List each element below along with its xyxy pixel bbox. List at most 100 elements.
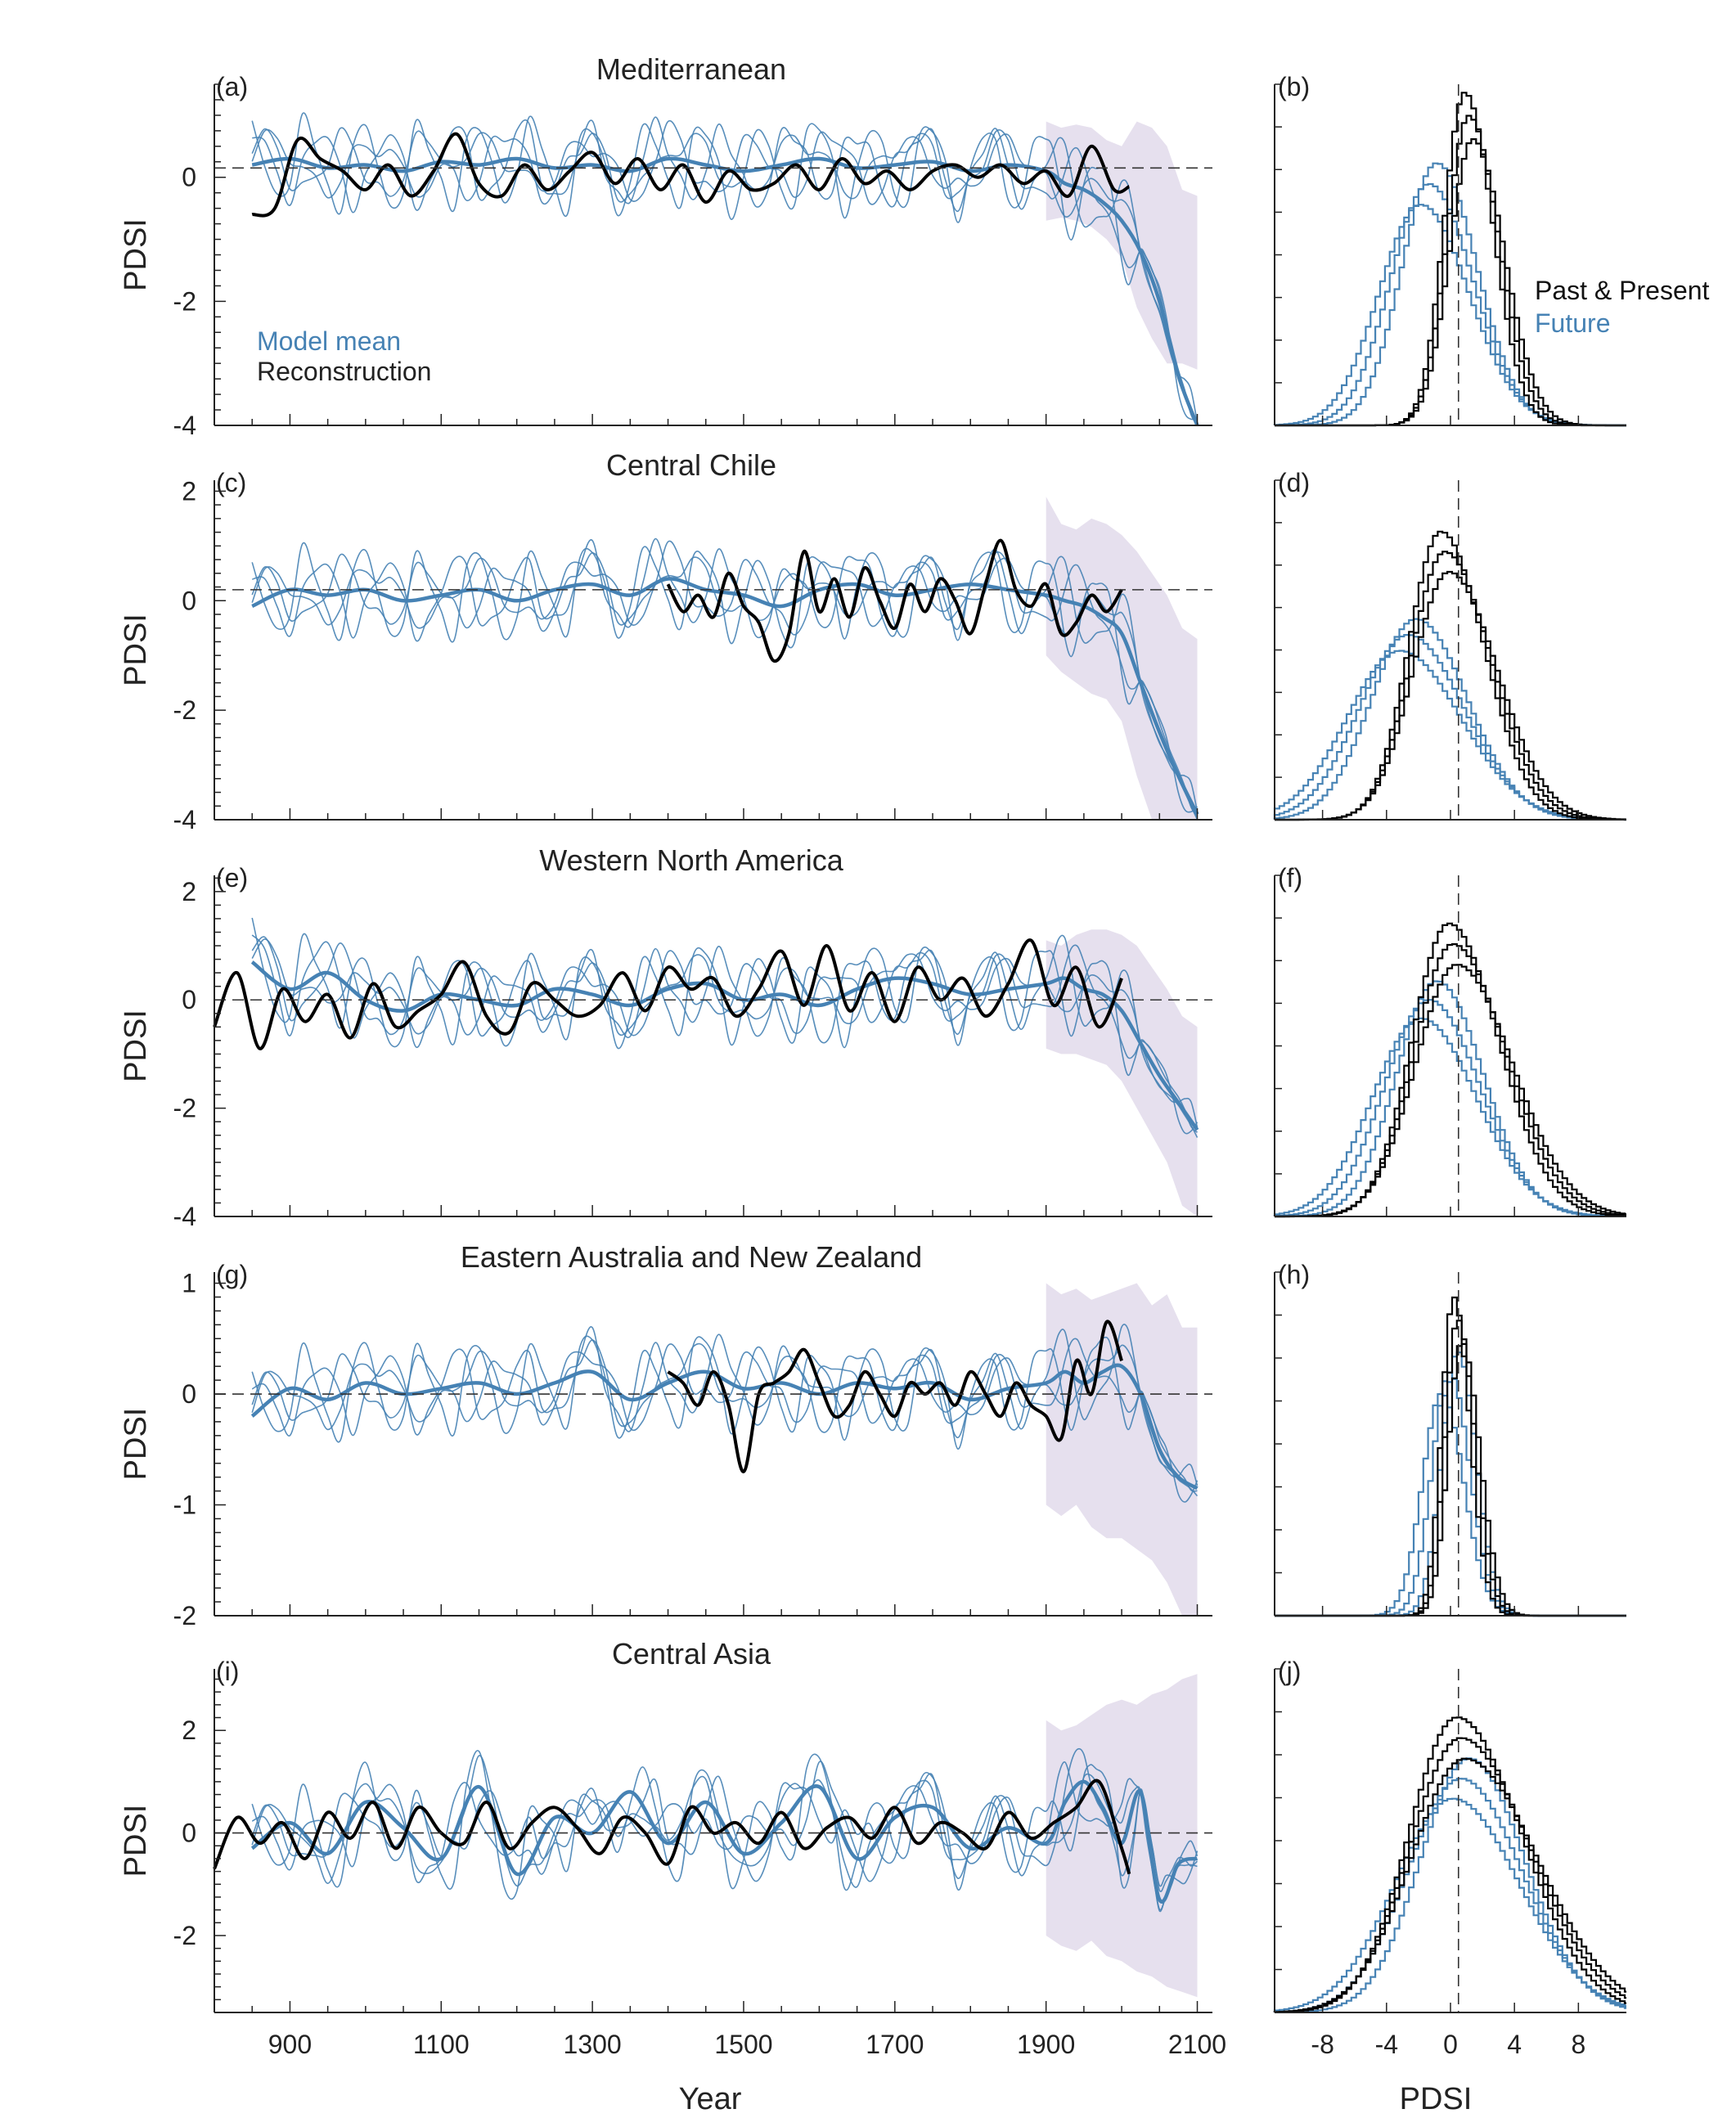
y-tick-label-3: -4 bbox=[173, 1202, 196, 1231]
hist-past-1-2 bbox=[1275, 115, 1626, 427]
hist-past-3-3 bbox=[1275, 964, 1626, 1218]
model-member-2-2 bbox=[251, 540, 1199, 817]
y-axis-label-1: PDSI bbox=[119, 218, 153, 291]
panel-label-4: (g) bbox=[216, 1260, 248, 1289]
reconstruction-line-4 bbox=[667, 1320, 1123, 1473]
model-mean-line-4 bbox=[250, 1363, 1199, 1491]
y-tick-label-4: -2 bbox=[173, 1601, 196, 1630]
legend-past-present: Past & Present bbox=[1535, 276, 1710, 305]
y-tick-label-1: -2 bbox=[173, 286, 196, 316]
panel-title-4: Eastern Australia and New Zealand bbox=[461, 1240, 922, 1274]
model-member-4-3 bbox=[251, 1324, 1199, 1486]
panel-title-5: Central Asia bbox=[612, 1637, 771, 1671]
hist-future-3-3 bbox=[1273, 980, 1626, 1217]
hist-future-3-1 bbox=[1273, 1017, 1626, 1217]
hist-x-tick-label: -8 bbox=[1311, 2030, 1333, 2059]
model-member-3-3 bbox=[251, 934, 1199, 1128]
hist-future-5-1 bbox=[1273, 1797, 1626, 2012]
model-member-5-3 bbox=[251, 1761, 1199, 1911]
y-tick-label-2: -2 bbox=[173, 695, 196, 725]
spread-band-4 bbox=[1046, 1283, 1198, 1616]
model-member-3-4 bbox=[251, 917, 1199, 1135]
model-member-1-2 bbox=[251, 119, 1199, 426]
hist-panel-label-5: (j) bbox=[1278, 1657, 1301, 1686]
hist-x-tick-label: 4 bbox=[1507, 2030, 1522, 2059]
y-axis-label-3: PDSI bbox=[119, 1010, 153, 1082]
y-tick-label-5: -2 bbox=[173, 1921, 196, 1950]
hist-x-tick-label: 8 bbox=[1571, 2030, 1585, 2059]
model-member-5-4 bbox=[251, 1750, 1199, 1900]
hist-panel-label-2: (d) bbox=[1278, 468, 1310, 497]
x-tick-label: 1900 bbox=[1017, 2030, 1075, 2059]
y-tick-label-3: 2 bbox=[182, 877, 196, 906]
hist-past-2-2 bbox=[1275, 551, 1626, 821]
x-tick-label: 1500 bbox=[714, 2030, 772, 2059]
model-mean-line-5 bbox=[250, 1779, 1199, 1904]
hist-past-3-2 bbox=[1275, 943, 1626, 1218]
y-tick-label-5: 0 bbox=[182, 1819, 196, 1848]
spread-band-3 bbox=[1046, 929, 1198, 1216]
hist-past-5-1 bbox=[1273, 1716, 1626, 2013]
hist-future-2-3 bbox=[1273, 618, 1626, 821]
y-tick-label-1: -4 bbox=[173, 411, 196, 440]
hist-panel-label-4: (h) bbox=[1278, 1260, 1310, 1289]
legend-model-mean: Model mean bbox=[257, 326, 401, 356]
model-member-3-2 bbox=[251, 936, 1199, 1133]
hist-x-tick-label: -4 bbox=[1375, 2030, 1398, 2059]
reconstruction-line-3 bbox=[213, 938, 1123, 1050]
y-tick-label-2: 0 bbox=[182, 586, 196, 615]
hist-past-1-1 bbox=[1275, 92, 1626, 427]
reconstruction-line-5 bbox=[213, 1778, 1131, 1875]
y-tick-label-2: 2 bbox=[182, 476, 196, 506]
y-tick-label-4: -1 bbox=[173, 1491, 196, 1520]
time-xaxis-label: Year bbox=[679, 2082, 742, 2116]
hist-past-4-2 bbox=[1275, 1320, 1626, 1617]
hist-future-5-3 bbox=[1273, 1757, 1626, 2013]
reconstruction-line-2 bbox=[666, 538, 1123, 663]
legend-reconstruction: Reconstruction bbox=[257, 357, 431, 386]
x-tick-label: 1300 bbox=[564, 2030, 622, 2059]
model-member-5-1 bbox=[251, 1755, 1198, 1913]
model-mean-line-1 bbox=[251, 156, 1199, 426]
y-tick-label-3: 0 bbox=[182, 985, 196, 1014]
spread-band-5 bbox=[1046, 1674, 1198, 1998]
model-mean-line-2 bbox=[251, 577, 1199, 816]
panel-label-1: (a) bbox=[216, 72, 248, 101]
hist-future-4-1 bbox=[1275, 1393, 1626, 1617]
hist-panel-label-1: (b) bbox=[1278, 72, 1310, 101]
panel-title-3: Western North America bbox=[539, 843, 843, 877]
y-axis-label-4: PDSI bbox=[119, 1408, 153, 1481]
y-tick-label-5: 2 bbox=[182, 1716, 196, 1745]
model-member-1-4 bbox=[251, 112, 1198, 420]
spread-bands-layer bbox=[1046, 121, 1198, 1998]
hist-past-2-3 bbox=[1275, 570, 1626, 821]
y-tick-label-3: -2 bbox=[173, 1094, 196, 1123]
hist-past-4-1 bbox=[1275, 1296, 1626, 1617]
text-layer: Model mean Reconstruction Past & Present… bbox=[119, 52, 1710, 2116]
y-tick-label-1: 0 bbox=[182, 163, 196, 192]
x-tick-label: 1700 bbox=[866, 2030, 924, 2059]
x-tick-label: 1100 bbox=[413, 2030, 470, 2059]
panel-title-2: Central Chile bbox=[606, 448, 776, 482]
hist-future-4-3 bbox=[1275, 1351, 1626, 1617]
model-member-2-4 bbox=[251, 542, 1199, 813]
y-axis-label-2: PDSI bbox=[119, 614, 153, 686]
x-tick-label: 2100 bbox=[1168, 2030, 1226, 2059]
legend-future: Future bbox=[1535, 308, 1610, 338]
panel-label-3: (e) bbox=[216, 863, 248, 893]
hist-future-5-2 bbox=[1273, 1778, 1626, 2013]
hist-x-tick-label: 0 bbox=[1443, 2030, 1458, 2059]
hist-past-5-3 bbox=[1273, 1757, 1626, 2013]
hist-past-4-3 bbox=[1275, 1342, 1626, 1617]
panel-label-2: (c) bbox=[216, 468, 246, 497]
y-tick-label-4: 1 bbox=[182, 1269, 196, 1298]
panel-title-1: Mediterranean bbox=[596, 52, 786, 86]
x-tick-label: 900 bbox=[268, 2030, 312, 2059]
axes-layer bbox=[214, 83, 1626, 2013]
model-member-4-2 bbox=[251, 1338, 1198, 1492]
panel-label-5: (i) bbox=[216, 1657, 239, 1686]
hist-panel-label-3: (f) bbox=[1278, 863, 1302, 893]
hist-future-4-2 bbox=[1275, 1371, 1626, 1617]
y-tick-label-2: -4 bbox=[173, 805, 196, 834]
